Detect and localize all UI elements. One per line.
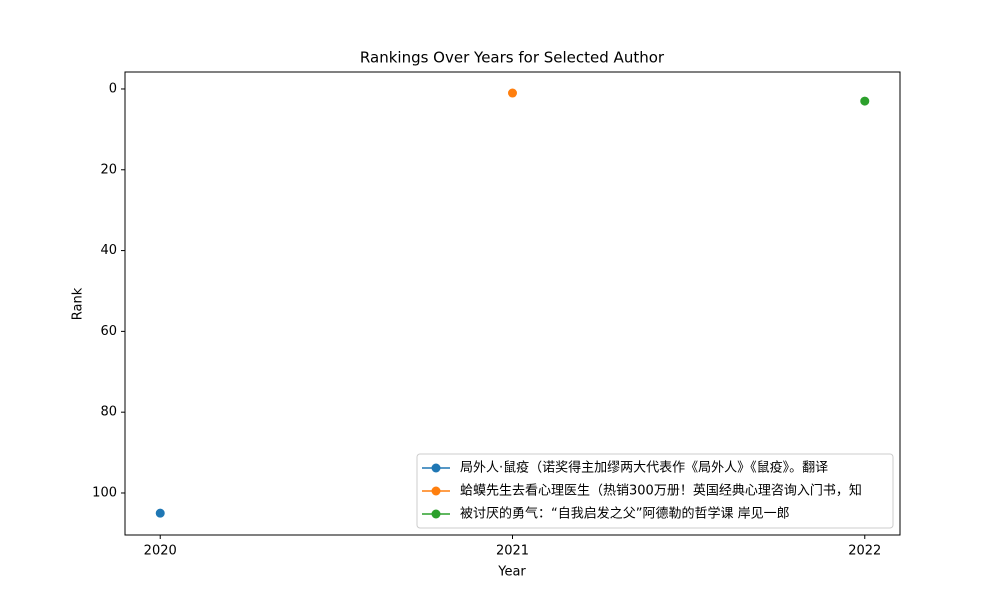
- y-tick-label: 80: [100, 405, 117, 420]
- y-tick-label: 60: [100, 324, 117, 339]
- point: [155, 508, 165, 518]
- legend-label: 蛤蟆先生去看心理医生（热销300万册！英国经典心理咨询入门书，知: [460, 483, 862, 499]
- legend-marker: [431, 486, 441, 496]
- y-axis-label: Rank: [71, 287, 86, 320]
- y-tick-label: 40: [100, 243, 117, 258]
- legend-label: 局外人·鼠疫（诺奖得主加缪两大代表作《局外人》《鼠疫》。翻译: [460, 460, 828, 476]
- legend-box: [416, 453, 894, 529]
- legend-marker: [431, 463, 441, 473]
- x-axis-label: Year: [497, 565, 526, 580]
- point: [860, 96, 870, 106]
- y-tick-label: 100: [92, 485, 117, 500]
- chart-title: Rankings Over Years for Selected Author: [360, 49, 665, 67]
- legend-marker: [431, 509, 441, 519]
- y-tick-label: 0: [109, 81, 117, 96]
- x-tick-label: 2022: [848, 544, 881, 559]
- x-tick-label: 2020: [144, 544, 177, 559]
- legend-label: 被讨厌的勇气：“自我启发之父”阿德勒的哲学课 岸见一郎: [460, 506, 790, 522]
- point: [508, 88, 517, 98]
- x-tick-label: 2021: [496, 544, 529, 559]
- y-tick-label: 20: [100, 162, 117, 177]
